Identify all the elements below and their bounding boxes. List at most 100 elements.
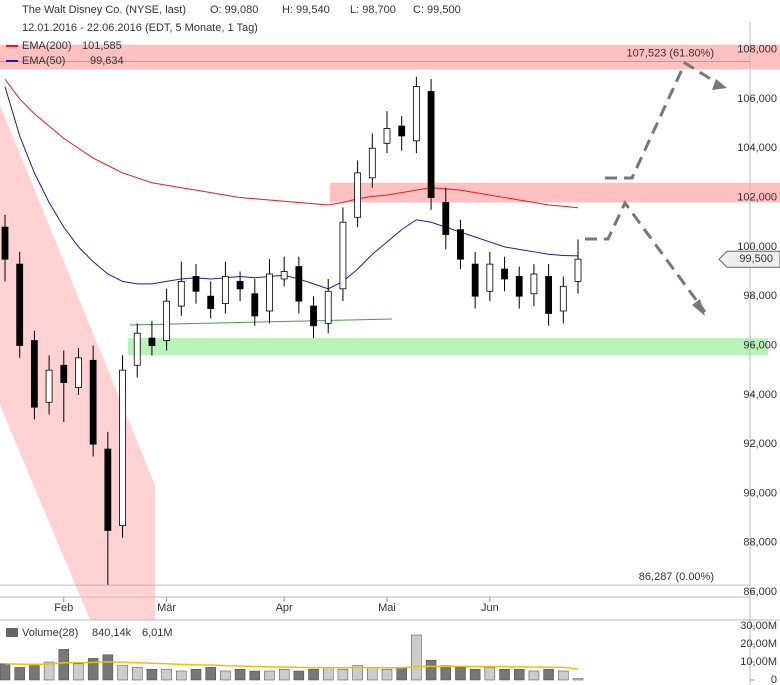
- candle-body: [104, 448, 112, 531]
- candle-body: [501, 268, 508, 280]
- trend-line: [129, 318, 393, 326]
- y-tick-label: 86,000: [743, 586, 777, 598]
- volume-bar: [14, 667, 25, 681]
- volume-bar: [572, 678, 584, 681]
- candle-body: [412, 86, 420, 142]
- volume-bar: [469, 668, 481, 681]
- volume-bar: [367, 667, 378, 681]
- volume-bar: [513, 668, 525, 681]
- candle-body: [559, 285, 567, 312]
- volume-bar: [293, 670, 305, 681]
- subtitle: 12.01.2016 - 22.06.2016 (EDT, 5 Monate, …: [22, 22, 258, 34]
- candle-body: [163, 300, 171, 341]
- volume-bar: [220, 670, 231, 681]
- volume-bar: [117, 665, 128, 681]
- candle-body: [221, 276, 229, 305]
- y-tick-label: 98,000: [743, 290, 777, 302]
- candle-body: [442, 202, 450, 235]
- candle-body: [148, 337, 156, 346]
- candle-body: [266, 273, 273, 312]
- volume-bar: [58, 649, 70, 681]
- volume-bar: [234, 668, 246, 681]
- volume-bar: [146, 668, 158, 681]
- y-tick-label: 108,000: [737, 43, 777, 55]
- volume-bar: [43, 661, 55, 681]
- candle-body: [251, 293, 259, 317]
- candle-body: [515, 276, 523, 297]
- arrow-head: [712, 79, 727, 90]
- volume-bar: [278, 668, 290, 681]
- candle-body: [177, 281, 185, 307]
- forecast-arrow: [605, 60, 723, 180]
- candle-body: [30, 340, 38, 408]
- candle-body: [1, 226, 9, 260]
- volume-bar: [396, 667, 407, 681]
- candle-body: [324, 290, 332, 324]
- x-tick-label: Mai: [378, 602, 396, 614]
- ohlc-close: C: 99,500: [413, 4, 461, 16]
- candle-body: [368, 147, 376, 179]
- candle-body: [574, 258, 582, 282]
- candle-body: [192, 276, 200, 292]
- volume-bar: [87, 658, 99, 681]
- candle-body: [45, 369, 53, 403]
- volume-tick-label: 30,00M: [740, 620, 777, 632]
- candle-body: [486, 263, 494, 292]
- fib-zone: [0, 44, 780, 70]
- volume-bar: [352, 665, 363, 681]
- candle-body: [75, 357, 82, 388]
- volume-title: Volume(28): [22, 627, 78, 639]
- volume-bar: [73, 663, 84, 681]
- volume-average-label: 6,01M: [142, 627, 173, 639]
- volume-bar: [425, 659, 437, 681]
- volume-bar: [484, 667, 496, 681]
- fib-level-label: 107,523 (61.80%): [627, 47, 714, 59]
- volume-bar: [558, 670, 569, 681]
- volume-bar: [131, 667, 143, 681]
- y-tick-label: 94,000: [743, 389, 777, 401]
- candle-body: [457, 229, 464, 260]
- resistance-zone: [330, 182, 780, 203]
- candle-body: [133, 332, 141, 366]
- volume-bar: [190, 668, 202, 681]
- candle-body: [383, 128, 391, 144]
- candle-body: [354, 172, 362, 218]
- volume-last: 840,14k: [92, 627, 132, 639]
- volume-bar: [205, 667, 216, 681]
- candle-body: [295, 266, 303, 302]
- volume-bar: [249, 670, 261, 681]
- x-tick-label: Jun: [481, 602, 499, 614]
- volume-bar: [322, 667, 334, 681]
- volume-average: [4, 661, 579, 670]
- volume-bar: [264, 670, 275, 681]
- forecast-arrow: [585, 200, 707, 313]
- price-tag-label: 99,500: [739, 253, 773, 265]
- y-tick-label: 104,000: [737, 142, 777, 154]
- y-tick-label: 102,000: [737, 191, 777, 203]
- volume-bar: [381, 668, 393, 681]
- volume-bar: [308, 668, 319, 681]
- y-tick-label: 96,000: [743, 339, 777, 351]
- candle-body: [60, 364, 68, 383]
- volume-bar: [161, 668, 172, 681]
- candle-body: [16, 263, 24, 346]
- volume-bar: [411, 634, 422, 681]
- candle-body: [119, 369, 126, 526]
- y-tick-label: 90,000: [743, 487, 777, 499]
- candle-body: [207, 295, 215, 309]
- volume-bar: [455, 667, 466, 681]
- legend-label: EMA(200): [22, 40, 72, 52]
- volume-bar: [337, 668, 349, 681]
- candle-body: [339, 221, 347, 290]
- price-tag: [718, 250, 780, 268]
- candle-body: [427, 91, 435, 198]
- y-tick-label: 106,000: [737, 93, 777, 105]
- ema-line: [4, 78, 579, 209]
- volume-bar: [440, 665, 452, 681]
- volume-bar: [176, 670, 187, 681]
- volume-bar: [29, 665, 40, 681]
- x-tick-label: Feb: [54, 602, 73, 614]
- x-tick-label: Mär: [157, 602, 176, 614]
- ohlc-open: O: 99,080: [210, 4, 258, 16]
